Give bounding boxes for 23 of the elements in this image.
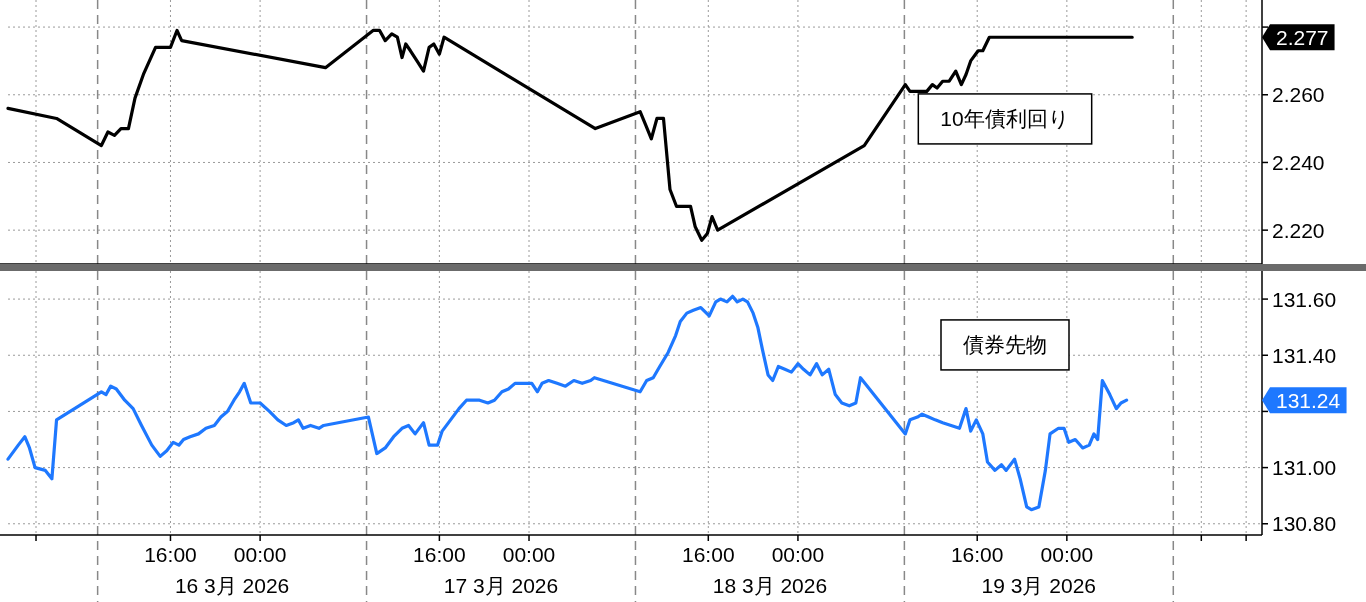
y-tick-label: 2.220 [1272, 218, 1325, 242]
text: 18 3月 2026 [712, 574, 828, 597]
text: 17 3月 2026 [443, 574, 559, 597]
y-tick-label: 130.80 [1272, 512, 1337, 536]
x-tick-label: 00:00 [1040, 543, 1094, 566]
text: 2.277 [1276, 25, 1329, 49]
x-tick-label: 00:00 [771, 543, 825, 566]
x-tick-label: 00:00 [502, 543, 556, 566]
text: 債券先物 [963, 333, 1047, 357]
series-label: 10年債利回り [940, 107, 1070, 131]
x-tick-label: 16:00 [144, 543, 197, 566]
y-tick-label: 131.40 [1272, 343, 1337, 367]
y-tick-label: 2.240 [1272, 150, 1325, 174]
text: 131.24 [1276, 388, 1341, 412]
text: 16 3月 2026 [174, 574, 290, 597]
y-tick-label: 131.60 [1272, 287, 1337, 311]
x-tick-label: 00:00 [233, 543, 287, 566]
y-tick-label: 131.00 [1272, 456, 1337, 480]
text: 19 3月 2026 [981, 574, 1097, 597]
x-tick-label: 16:00 [413, 543, 466, 566]
x-tick-label: 16:00 [682, 543, 735, 566]
x-tick-label: 16:00 [950, 543, 1004, 566]
y-tick-label: 2.260 [1272, 83, 1325, 107]
